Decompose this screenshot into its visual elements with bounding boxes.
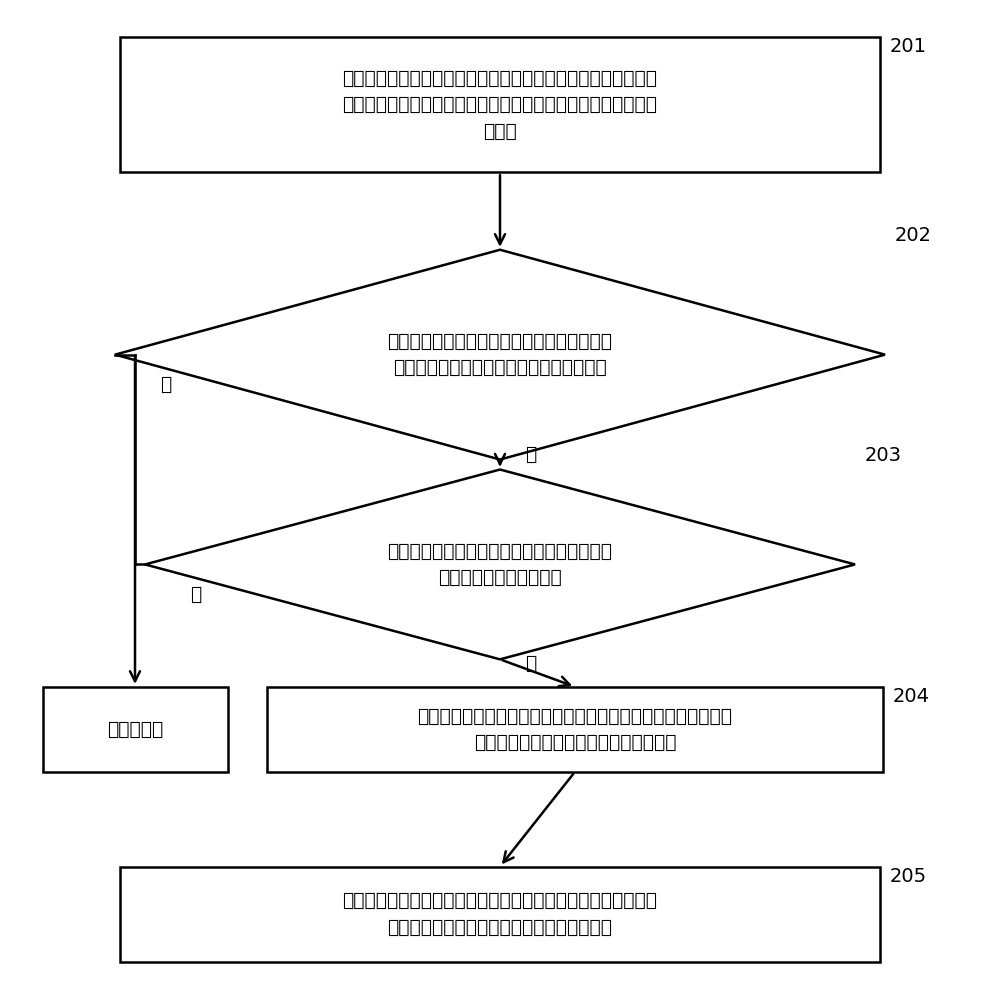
Text: 205: 205 [890, 866, 927, 886]
Bar [267, 687, 883, 771]
Bar [120, 866, 880, 961]
Bar [43, 687, 228, 771]
Text: 202: 202 [895, 226, 932, 245]
Bar [120, 37, 880, 172]
Text: 是: 是 [525, 653, 536, 672]
Text: 移动设备向该联系人传递第二提示语，该第二提示语用于提示该
联系人的情绪不稳定并建议该联系人暂缓通话: 移动设备向该联系人传递第二提示语，该第二提示语用于提示该 联系人的情绪不稳定并建… [342, 891, 658, 937]
Text: 结束本流程: 结束本流程 [107, 719, 163, 739]
Text: 移动设备辨别该联系人是否属于移动设备的通
信录中标记的亲密联系人: 移动设备辨别该联系人是否属于移动设备的通 信录中标记的亲密联系人 [388, 541, 612, 587]
Text: 移动设备输出第一提示语，该第一提示语用于提示该联系人的情
绪不稳定并建议移动设备的用户暂缓通话: 移动设备输出第一提示语，该第一提示语用于提示该联系人的情 绪不稳定并建议移动设备… [418, 706, 732, 752]
Text: 是: 是 [525, 445, 536, 465]
Text: 移动设备在移动设备的用户与某一联系人进行通话时，从该联系
人传递过来的通话语音中提取出与该联系人的情感关联紧密的声
学参数: 移动设备在移动设备的用户与某一联系人进行通话时，从该联系 人传递过来的通话语音中… [342, 69, 658, 141]
Text: 否: 否 [160, 375, 171, 395]
Text: 204: 204 [893, 687, 930, 706]
Text: 否: 否 [190, 584, 201, 604]
Polygon shape [115, 250, 885, 460]
Text: 203: 203 [865, 446, 902, 465]
Text: 移动设备以与该联系人的情感关联紧密的声学
参数为依据，判断该联系人的情绪是否稳定: 移动设备以与该联系人的情感关联紧密的声学 参数为依据，判断该联系人的情绪是否稳定 [388, 332, 612, 378]
Text: 201: 201 [890, 37, 927, 57]
Polygon shape [145, 470, 855, 659]
